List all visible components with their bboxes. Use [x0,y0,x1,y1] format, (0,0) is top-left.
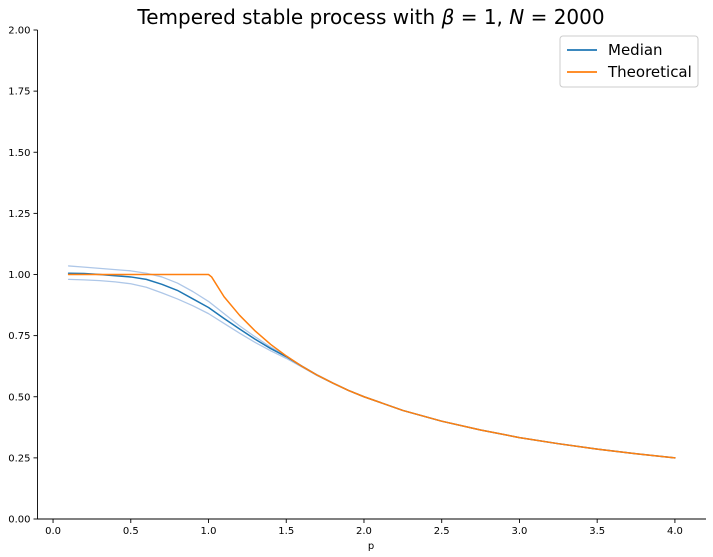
series-line-upper-quantile [67,265,676,459]
series-lines [67,265,676,459]
x-tick-label: 3.5 [589,526,605,537]
x-tick-label: 2.0 [356,526,372,537]
y-tick-label: 2.00 [8,26,30,37]
y-tick-label: 0.50 [8,392,30,403]
chart-title-n: N [509,5,524,29]
legend-label-median: Median [608,41,663,59]
y-tick-label: 0.25 [8,453,30,464]
series-line-median [67,272,676,459]
x-tick-label: 0.5 [123,526,139,537]
series-line-theoretical [67,273,676,459]
chart-title-prefix: Tempered stable process with [136,5,441,29]
y-tick-label: 1.25 [8,209,30,220]
chart-title-beta: β [441,5,455,29]
x-tick-label: 2.5 [434,526,450,537]
legend: Median Theoretical [559,35,699,88]
y-axis-ticks: 0.00 0.25 0.50 0.75 1.00 1.25 1.50 1.75 2.00 [8,26,38,526]
x-tick-label: 1.5 [278,526,294,537]
x-axis-label: p [368,541,374,552]
chart-title-n-value: = 2000 [524,5,604,29]
chart-title-beta-value: = 1, [454,5,509,29]
chart-title: Tempered stable process with β = 1, N = … [136,5,604,29]
x-tick-label: 3.0 [511,526,527,537]
series-line-lower-quantile [67,278,676,459]
y-tick-label: 1.75 [8,87,30,98]
y-tick-label: 1.50 [8,148,30,159]
y-tick-label: 1.00 [8,270,30,281]
legend-box [559,35,699,88]
y-tick-label: 0.75 [8,331,30,342]
y-tick-label: 0.00 [8,515,30,526]
x-tick-label: 0.0 [45,526,61,537]
x-tick-label: 4.0 [667,526,683,537]
x-axis-ticks: 0.0 0.5 1.0 1.5 2.0 2.5 3.0 3.5 4.0 [45,519,683,537]
legend-label-theoretical: Theoretical [607,63,692,81]
x-tick-label: 1.0 [201,526,217,537]
